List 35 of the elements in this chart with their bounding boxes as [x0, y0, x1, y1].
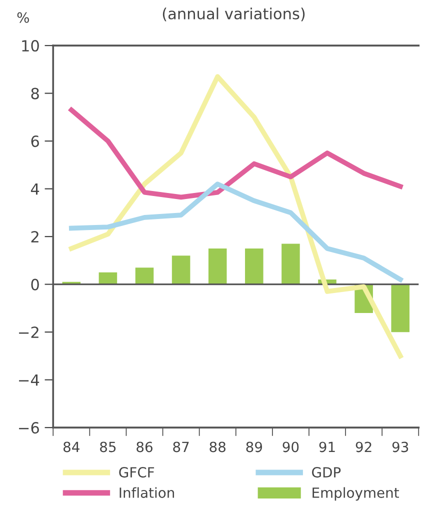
bar — [208, 248, 227, 284]
bar — [172, 256, 190, 284]
x-tick-label: 86 — [136, 442, 152, 452]
bar — [245, 248, 264, 284]
x-tick-label: 91 — [319, 442, 335, 452]
line-series — [68, 74, 403, 358]
y-tick-label: 4 — [30, 183, 40, 195]
legend-label: GDP — [312, 467, 341, 478]
x-tick-label: 90 — [282, 442, 299, 452]
bar — [135, 268, 154, 284]
y-axis-title: % — [17, 12, 30, 23]
x-tick-label: 85 — [100, 442, 116, 452]
y-tick-label: −6 — [19, 422, 39, 434]
y-tick-label: 6 — [31, 136, 39, 148]
line-series — [68, 108, 403, 200]
legend-label: GFCF — [119, 467, 154, 478]
bar — [391, 284, 410, 332]
legend-label: Inflation — [120, 487, 174, 498]
x-tick-label: 87 — [173, 442, 189, 452]
y-tick-label: 8 — [31, 88, 39, 100]
chart-subtitle: (annual variations) — [162, 8, 305, 22]
x-tick-label: 93 — [392, 442, 408, 452]
bar — [98, 272, 118, 284]
x-tick-label: 92 — [356, 442, 372, 452]
x-tick-label: 88 — [210, 442, 226, 452]
y-tick-label: 2 — [31, 231, 38, 242]
x-tick-label: 89 — [246, 442, 262, 452]
y-tick-label: −4 — [19, 374, 40, 386]
legend-label: Employment — [312, 487, 399, 501]
y-tick-label: 10 — [22, 40, 39, 52]
y-tick-label: 0 — [31, 278, 39, 290]
x-tick-label: 84 — [64, 442, 80, 452]
y-tick-label: −2 — [19, 326, 38, 338]
bar — [282, 244, 300, 284]
line-series — [68, 182, 403, 282]
